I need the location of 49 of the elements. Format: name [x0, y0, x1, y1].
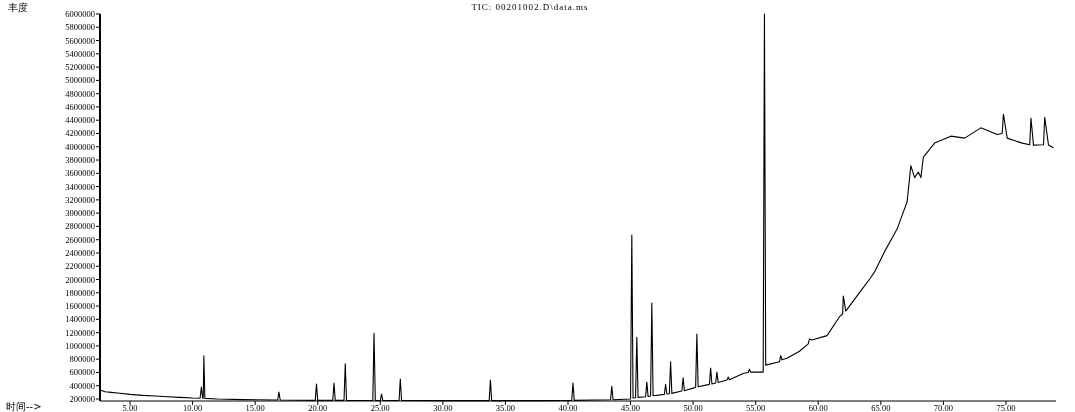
x-tick-label: 20.00	[308, 403, 328, 412]
x-tick-label: 65.00	[871, 403, 891, 412]
x-tick-label: 50.00	[683, 403, 703, 412]
x-tick-label: 35.00	[495, 403, 515, 412]
y-tick-label: 1000000	[65, 340, 95, 351]
y-tick-label: 4800000	[65, 88, 95, 99]
y-tick-label: 3200000	[65, 194, 95, 205]
y-tick-label: 5600000	[65, 35, 95, 46]
y-tick-label: 3000000	[65, 208, 95, 219]
y-tick-label: 1800000	[65, 287, 95, 298]
x-tick-label: 45.00	[620, 403, 641, 412]
y-tick-label: 600000	[69, 367, 95, 378]
x-tick-label: 55.00	[746, 403, 766, 412]
y-tick-label: 5200000	[65, 62, 95, 73]
x-tick-label: 60.00	[808, 403, 828, 412]
y-tick-label: 2000000	[65, 274, 95, 285]
y-tick-label: 200000	[69, 394, 95, 405]
y-tick-label: 1600000	[65, 301, 95, 312]
y-tick-label: 4400000	[65, 115, 95, 126]
y-tick-label: 2800000	[65, 221, 95, 232]
y-tick-label: 4200000	[65, 128, 95, 139]
x-tick-label: 70.00	[933, 403, 953, 412]
y-tick-label: 3600000	[65, 168, 95, 179]
y-tick-label: 3800000	[65, 155, 95, 166]
x-tick-label: 15.00	[245, 403, 265, 412]
x-tick-label: 25.00	[370, 403, 390, 412]
y-tick-label: 2600000	[65, 234, 95, 245]
y-tick-label: 4600000	[65, 101, 95, 112]
y-tick-label: 5800000	[65, 22, 95, 33]
x-tick-label: 5.00	[122, 403, 138, 412]
x-tick-label: 10.00	[183, 403, 203, 412]
y-tick-label: 4000000	[65, 141, 95, 152]
y-tick-label: 1400000	[65, 314, 95, 325]
y-tick-label: 5000000	[65, 75, 95, 86]
y-tick-label: 6000000	[65, 9, 95, 19]
y-tick-label: 400000	[69, 380, 95, 391]
y-tick-label: 1200000	[65, 327, 95, 338]
y-axis-title: 丰度	[8, 2, 28, 13]
x-tick-label: 30.00	[433, 403, 453, 412]
chart-title: TIC: 00201002.D\data.ms	[471, 2, 589, 12]
y-tick-label: 5400000	[65, 48, 95, 59]
x-tick-label: 40.00	[558, 403, 578, 412]
y-tick-label: 2200000	[65, 261, 95, 272]
line-series	[99, 13, 1055, 402]
y-tick-label: 2400000	[65, 247, 95, 258]
y-tick-label: 3400000	[65, 181, 95, 192]
x-tick-label: 75.00	[996, 403, 1016, 412]
x-axis-title: 时间-->	[6, 401, 42, 412]
y-tick-label: 800000	[69, 354, 95, 365]
